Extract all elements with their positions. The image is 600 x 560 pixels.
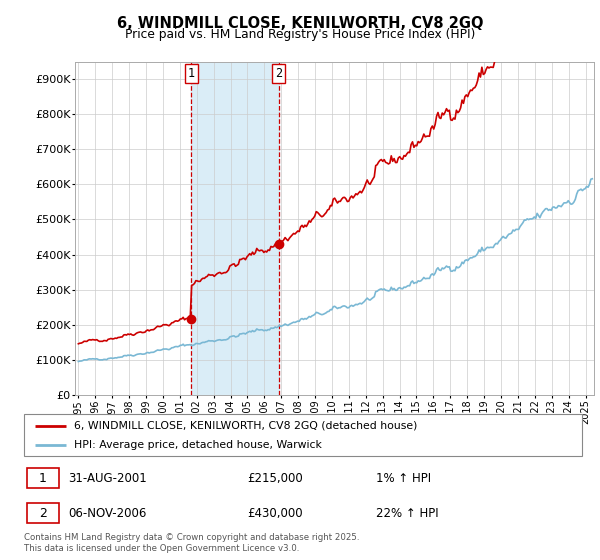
- Text: £430,000: £430,000: [247, 507, 303, 520]
- Text: £215,000: £215,000: [247, 472, 303, 484]
- FancyBboxPatch shape: [27, 468, 59, 488]
- Text: 6, WINDMILL CLOSE, KENILWORTH, CV8 2GQ (detached house): 6, WINDMILL CLOSE, KENILWORTH, CV8 2GQ (…: [74, 421, 418, 431]
- Text: 2: 2: [39, 507, 47, 520]
- Bar: [191, 62, 279, 395]
- FancyBboxPatch shape: [27, 503, 59, 523]
- Text: 1: 1: [39, 472, 47, 484]
- Text: Price paid vs. HM Land Registry's House Price Index (HPI): Price paid vs. HM Land Registry's House …: [125, 28, 475, 41]
- Text: 31-AUG-2001: 31-AUG-2001: [68, 472, 148, 484]
- Text: HPI: Average price, detached house, Warwick: HPI: Average price, detached house, Warw…: [74, 440, 322, 450]
- Text: Contains HM Land Registry data © Crown copyright and database right 2025.
This d: Contains HM Land Registry data © Crown c…: [24, 533, 359, 553]
- Text: 1% ↑ HPI: 1% ↑ HPI: [376, 472, 431, 484]
- FancyBboxPatch shape: [24, 414, 582, 456]
- Text: 6, WINDMILL CLOSE, KENILWORTH, CV8 2GQ: 6, WINDMILL CLOSE, KENILWORTH, CV8 2GQ: [117, 16, 483, 31]
- Text: 06-NOV-2006: 06-NOV-2006: [68, 507, 147, 520]
- Text: 22% ↑ HPI: 22% ↑ HPI: [376, 507, 438, 520]
- Text: 2: 2: [275, 67, 282, 80]
- Text: 1: 1: [188, 67, 195, 80]
